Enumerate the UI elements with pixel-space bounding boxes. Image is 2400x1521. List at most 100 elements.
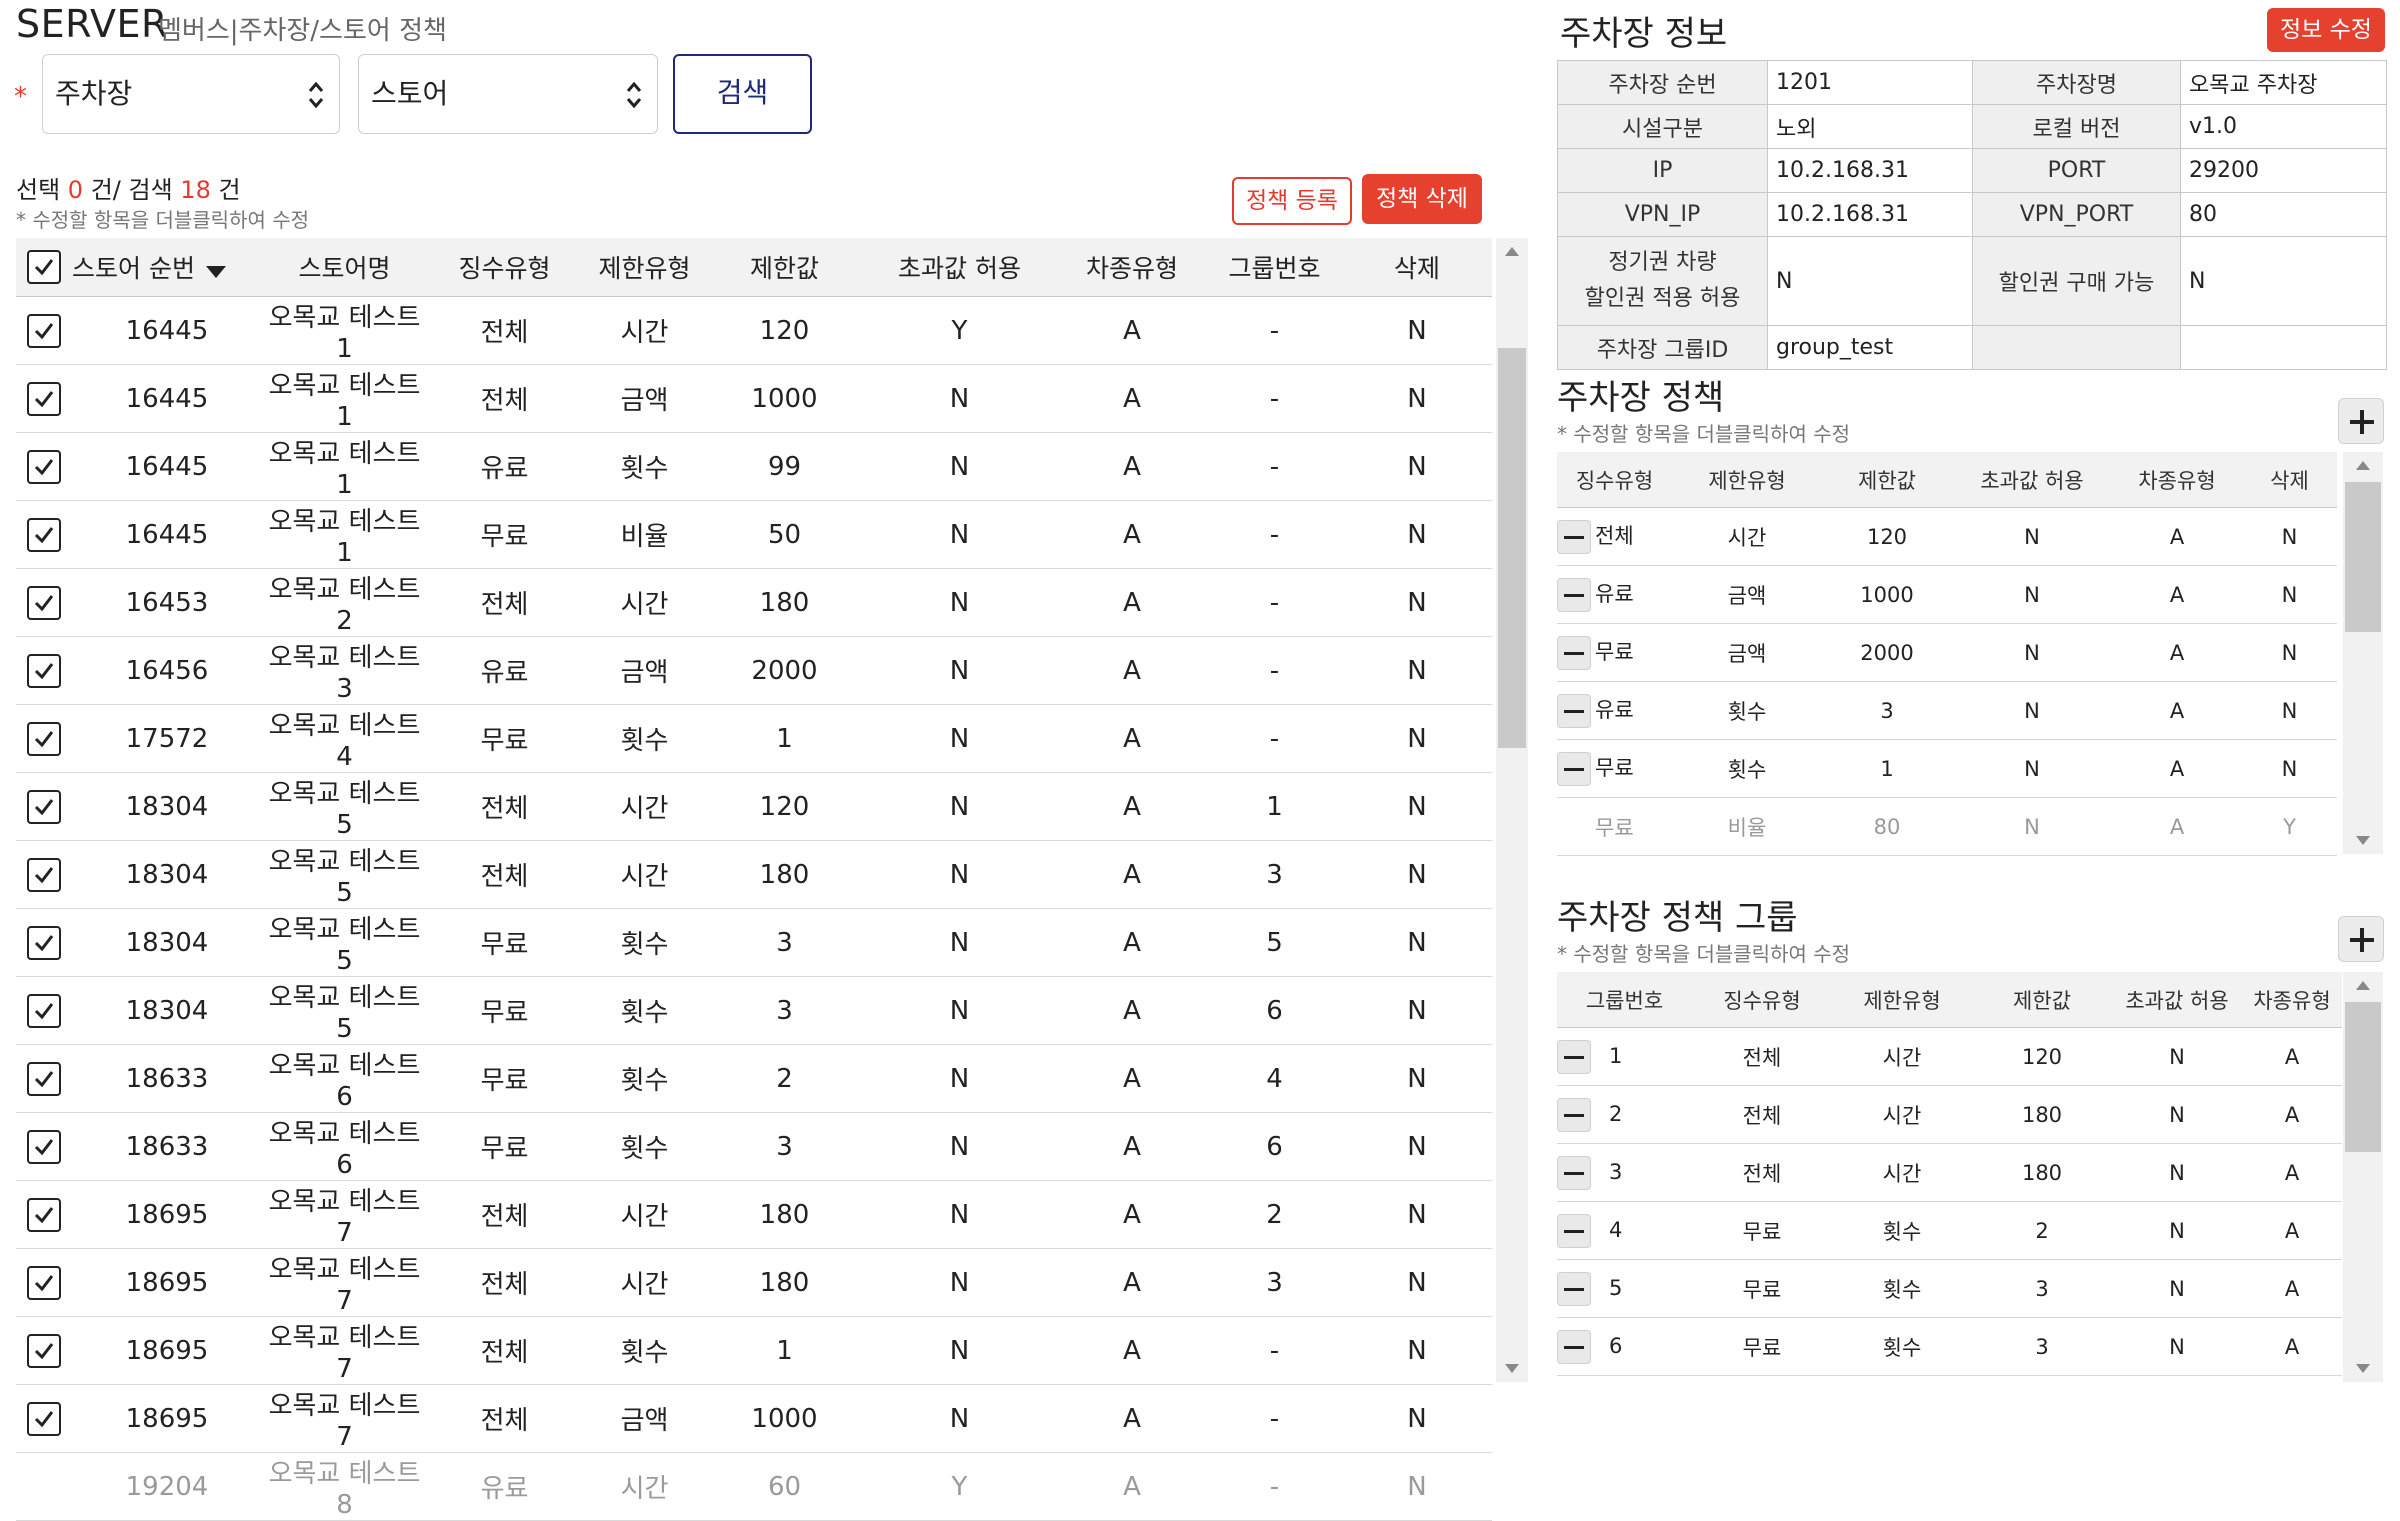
delete-flag-cell[interactable]: N bbox=[1342, 1452, 1492, 1521]
table-row[interactable]: 18695 오목교 테스트7 전체 금액 1000 N A - N bbox=[16, 1384, 1492, 1453]
overflow-cell[interactable]: N bbox=[2112, 1201, 2242, 1260]
limit-value-cell[interactable]: 2 bbox=[1972, 1201, 2112, 1260]
car-type-cell[interactable]: A bbox=[1057, 296, 1207, 365]
store-name-cell[interactable]: 오목교 테스트1 bbox=[262, 500, 427, 569]
store-name-cell[interactable]: 오목교 테스트5 bbox=[262, 976, 427, 1045]
limit-type-cell[interactable]: 금액 bbox=[582, 1384, 707, 1453]
store-seq-cell[interactable]: 18695 bbox=[72, 1384, 262, 1453]
table-row[interactable]: 6 무료 횟수 3 N A bbox=[1557, 1317, 2342, 1376]
info-value[interactable]: N bbox=[2180, 236, 2387, 326]
store-name-cell[interactable]: 오목교 테스트5 bbox=[262, 908, 427, 977]
limit-type-cell[interactable]: 횟수 bbox=[582, 1112, 707, 1181]
group-table-scrollbar[interactable] bbox=[2343, 972, 2383, 1382]
info-value[interactable] bbox=[2180, 325, 2387, 370]
table-row[interactable]: 4 무료 횟수 2 N A bbox=[1557, 1201, 2342, 1260]
delete-flag-cell[interactable]: N bbox=[1342, 1248, 1492, 1317]
overflow-cell[interactable]: N bbox=[862, 772, 1057, 841]
limit-value-cell[interactable]: 50 bbox=[707, 500, 862, 569]
add-policy-button[interactable] bbox=[2338, 398, 2384, 444]
table-row[interactable]: 19204 오목교 테스트8 유료 시간 60 Y A - N bbox=[16, 1452, 1492, 1521]
limit-type-cell[interactable]: 시간 bbox=[1832, 1085, 1972, 1144]
car-type-cell[interactable]: A bbox=[2112, 565, 2242, 624]
store-name-cell[interactable]: 오목교 테스트1 bbox=[262, 296, 427, 365]
overflow-cell[interactable]: N bbox=[2112, 1085, 2242, 1144]
group-no-cell[interactable]: 3 bbox=[1557, 1143, 1692, 1202]
limit-type-cell[interactable]: 시간 bbox=[1832, 1027, 1972, 1086]
row-checkbox-cell[interactable] bbox=[16, 1316, 72, 1385]
collect-type-cell[interactable]: 유료 bbox=[427, 1452, 582, 1521]
info-value[interactable]: N bbox=[1767, 236, 1973, 326]
row-checkbox-cell[interactable] bbox=[16, 500, 72, 569]
store-seq-cell[interactable]: 18304 bbox=[72, 772, 262, 841]
col-limit-type[interactable]: 제한유형 bbox=[1672, 452, 1822, 508]
collect-type-cell[interactable]: 무료 bbox=[1557, 739, 1672, 798]
limit-value-cell[interactable]: 120 bbox=[1822, 507, 1952, 566]
group-no-cell[interactable]: 5 bbox=[1557, 1259, 1692, 1318]
table-row[interactable]: 18304 오목교 테스트5 전체 시간 180 N A 3 N bbox=[16, 840, 1492, 909]
col-store-name[interactable]: 스토어명 bbox=[262, 238, 427, 297]
remove-row-button[interactable] bbox=[1557, 1329, 1591, 1364]
overflow-cell[interactable]: N bbox=[862, 364, 1057, 433]
table-row[interactable]: 18695 오목교 테스트7 전체 횟수 1 N A - N bbox=[16, 1316, 1492, 1385]
group-no-cell[interactable]: - bbox=[1207, 1384, 1342, 1453]
car-type-cell[interactable]: A bbox=[1057, 772, 1207, 841]
collect-type-cell[interactable]: 전체 bbox=[427, 296, 582, 365]
table-row[interactable]: 2 전체 시간 180 N A bbox=[1557, 1085, 2342, 1144]
overflow-cell[interactable]: N bbox=[862, 568, 1057, 637]
row-checkbox[interactable] bbox=[27, 517, 61, 552]
col-delete-flag[interactable]: 삭제 bbox=[2242, 452, 2337, 508]
collect-type-cell[interactable]: 무료 bbox=[1692, 1317, 1832, 1376]
car-type-cell[interactable]: A bbox=[1057, 1316, 1207, 1385]
col-car-type[interactable]: 차종유형 bbox=[1057, 238, 1207, 297]
delete-flag-cell[interactable]: N bbox=[2242, 623, 2337, 682]
overflow-cell[interactable]: Y bbox=[862, 1452, 1057, 1521]
overflow-cell[interactable]: N bbox=[862, 976, 1057, 1045]
overflow-cell[interactable]: N bbox=[2112, 1027, 2242, 1086]
policy-table-scrollbar[interactable] bbox=[2343, 452, 2383, 854]
remove-row-button[interactable] bbox=[1557, 751, 1591, 786]
row-checkbox-cell[interactable] bbox=[16, 296, 72, 365]
row-checkbox[interactable] bbox=[27, 1401, 61, 1436]
car-type-cell[interactable]: A bbox=[2242, 1143, 2342, 1202]
row-checkbox-cell[interactable] bbox=[16, 976, 72, 1045]
table-row[interactable]: 무료 비율 80 N A Y bbox=[1557, 797, 2337, 856]
row-checkbox[interactable] bbox=[27, 1061, 61, 1096]
row-checkbox-cell[interactable] bbox=[16, 1180, 72, 1249]
limit-value-cell[interactable]: 2 bbox=[707, 1044, 862, 1113]
limit-value-cell[interactable]: 3 bbox=[707, 908, 862, 977]
row-checkbox-cell[interactable] bbox=[16, 636, 72, 705]
car-type-cell[interactable]: A bbox=[1057, 1180, 1207, 1249]
table-row[interactable]: 16445 오목교 테스트1 전체 시간 120 Y A - N bbox=[16, 296, 1492, 365]
col-limit-value[interactable]: 제한값 bbox=[1822, 452, 1952, 508]
delete-flag-cell[interactable]: N bbox=[2242, 565, 2337, 624]
info-value[interactable]: 10.2.168.31 bbox=[1767, 192, 1973, 237]
overflow-cell[interactable]: N bbox=[1952, 797, 2112, 856]
limit-type-cell[interactable]: 시간 bbox=[582, 296, 707, 365]
limit-value-cell[interactable]: 180 bbox=[1972, 1085, 2112, 1144]
col-group-no[interactable]: 그룹번호 bbox=[1207, 238, 1342, 297]
row-checkbox[interactable] bbox=[27, 1265, 61, 1300]
row-checkbox[interactable] bbox=[27, 789, 61, 824]
info-value[interactable]: 1201 bbox=[1767, 60, 1973, 105]
limit-type-cell[interactable]: 시간 bbox=[582, 1180, 707, 1249]
overflow-cell[interactable]: N bbox=[862, 1180, 1057, 1249]
delete-flag-cell[interactable]: N bbox=[1342, 636, 1492, 705]
limit-value-cell[interactable]: 80 bbox=[1822, 797, 1952, 856]
row-checkbox[interactable] bbox=[27, 653, 61, 688]
delete-flag-cell[interactable]: N bbox=[1342, 704, 1492, 773]
car-type-cell[interactable]: A bbox=[2242, 1259, 2342, 1318]
row-checkbox[interactable] bbox=[27, 449, 61, 484]
group-no-cell[interactable]: 6 bbox=[1207, 976, 1342, 1045]
limit-value-cell[interactable]: 1000 bbox=[1822, 565, 1952, 624]
row-checkbox-cell[interactable] bbox=[16, 1452, 72, 1521]
collect-type-cell[interactable]: 유료 bbox=[427, 636, 582, 705]
limit-type-cell[interactable]: 금액 bbox=[1672, 623, 1822, 682]
table-row[interactable]: 5 무료 횟수 3 N A bbox=[1557, 1259, 2342, 1318]
remove-row-button[interactable] bbox=[1557, 1155, 1591, 1190]
remove-row-button[interactable] bbox=[1557, 635, 1591, 670]
collect-type-cell[interactable]: 유료 bbox=[1557, 681, 1672, 740]
car-type-cell[interactable]: A bbox=[1057, 1248, 1207, 1317]
table-row[interactable]: 16445 오목교 테스트1 유료 횟수 99 N A - N bbox=[16, 432, 1492, 501]
table-row[interactable]: 17572 오목교 테스트4 무료 횟수 1 N A - N bbox=[16, 704, 1492, 773]
limit-type-cell[interactable]: 시간 bbox=[582, 840, 707, 909]
